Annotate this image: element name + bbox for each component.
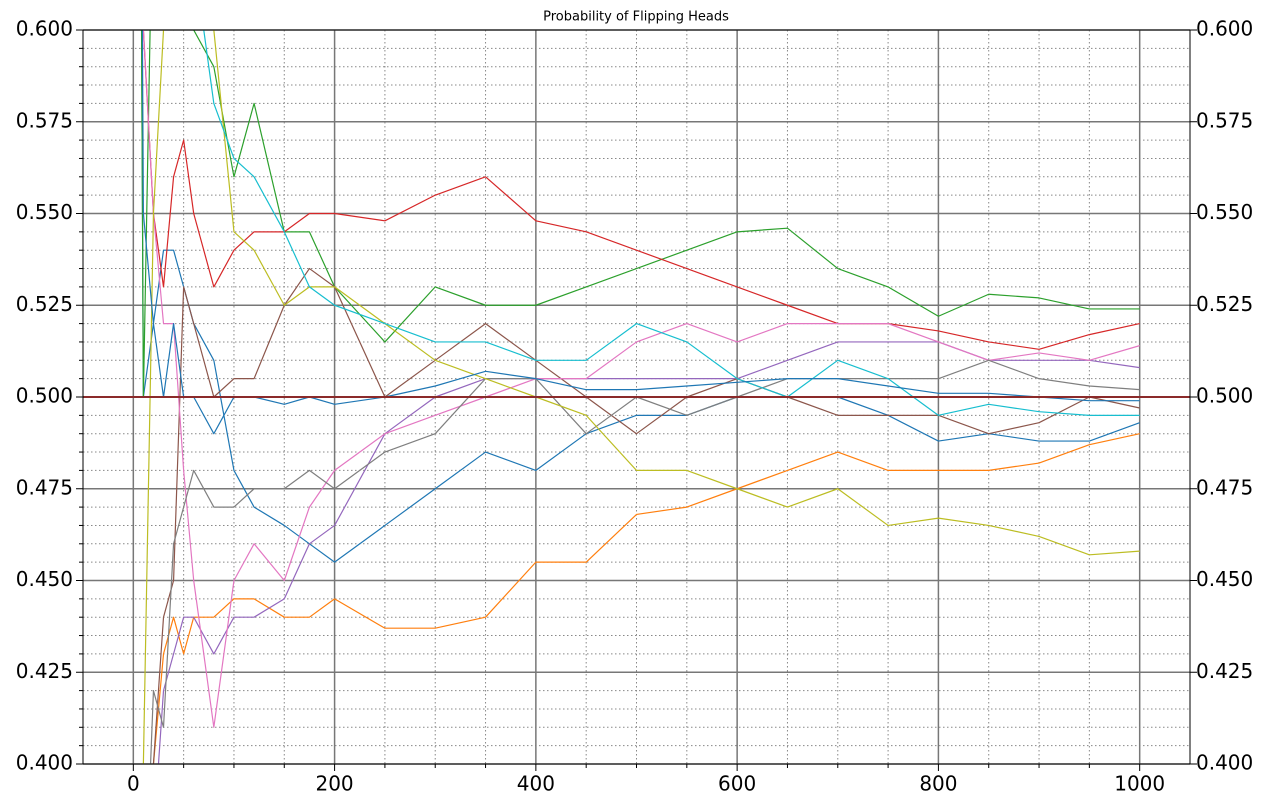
series-line xyxy=(141,30,1140,435)
y-tick-label: 0.400 xyxy=(16,751,73,775)
x-tick-label: 200 xyxy=(315,772,353,796)
y-tick-label: 0.500 xyxy=(16,384,73,408)
y2-tick-label: 0.550 xyxy=(1196,200,1253,224)
y2-tick-label: 0.575 xyxy=(1196,108,1253,132)
y-tick-label: 0.425 xyxy=(16,659,73,683)
axes: 0 200 400 600 800 1000 0.400 0.425 0.450 0.475 0.5… xyxy=(16,17,1254,796)
series-line xyxy=(152,267,1140,764)
y-tick-label: 0.525 xyxy=(16,292,73,316)
y-tick-label: 0.475 xyxy=(16,475,73,499)
x-tick-label: 1000 xyxy=(1114,772,1165,796)
y2-tick-label: 0.600 xyxy=(1196,17,1253,41)
series-line xyxy=(142,30,1140,764)
series-line xyxy=(152,30,1140,416)
y-tick-label: 0.450 xyxy=(16,567,73,591)
series-line xyxy=(142,30,1140,728)
series-line xyxy=(152,433,1140,764)
y-tick-label: 0.550 xyxy=(16,200,73,224)
y2-tick-label: 0.400 xyxy=(1196,751,1253,775)
series-line xyxy=(140,30,1140,398)
series-line xyxy=(140,30,1140,563)
x-tick-label: 400 xyxy=(517,772,555,796)
x-tick-label: 600 xyxy=(718,772,756,796)
x-tick-label: 800 xyxy=(919,772,957,796)
series-line xyxy=(149,359,1140,764)
plot-area xyxy=(83,30,1190,764)
y-tick-label: 0.600 xyxy=(16,17,73,41)
y-tick-label: 0.575 xyxy=(16,108,73,132)
series-line xyxy=(142,341,1140,764)
y2-tick-label: 0.475 xyxy=(1196,475,1253,499)
y2-tick-label: 0.525 xyxy=(1196,292,1253,316)
series-line xyxy=(142,30,1140,350)
y2-tick-label: 0.450 xyxy=(1196,567,1253,591)
y2-tick-label: 0.500 xyxy=(1196,384,1253,408)
y2-tick-label: 0.425 xyxy=(1196,659,1253,683)
chart-title: Probability of Flipping Heads xyxy=(543,10,729,25)
x-tick-label: 0 xyxy=(127,772,140,796)
